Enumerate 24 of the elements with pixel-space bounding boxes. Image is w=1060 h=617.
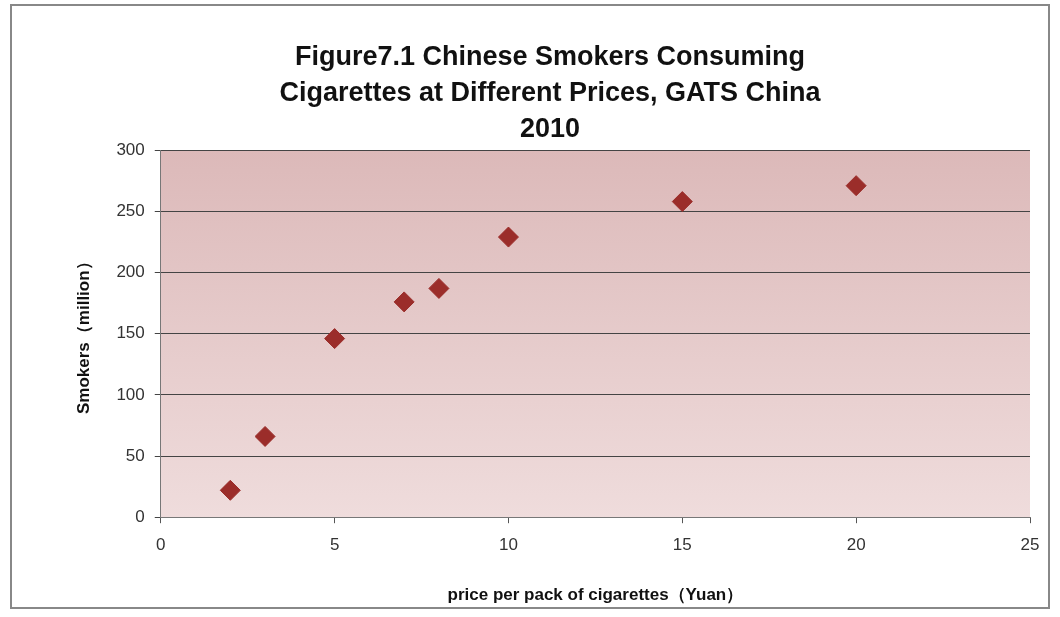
point (497, 226, 519, 248)
x-tick-label: 5 (329, 535, 340, 555)
y-tick-label: 50 (125, 445, 145, 465)
y-tick-label: 300 (116, 139, 145, 159)
y-tick-label: 150 (116, 323, 145, 343)
x-axis-title: price per pack of cigarettes（Yuan） (447, 585, 744, 605)
point (254, 425, 276, 447)
y-axis-title: Smokers（million） (73, 253, 93, 414)
x-tick-label: 0 (156, 535, 166, 555)
x-tick-label: 15 (672, 535, 692, 555)
y-tick-label: 250 (116, 201, 145, 221)
point (324, 328, 346, 350)
point (393, 291, 415, 313)
x-tick-label: 20 (846, 535, 866, 555)
point (428, 277, 450, 299)
point (219, 479, 241, 501)
point (845, 175, 867, 197)
y-tick-label: 0 (135, 506, 145, 526)
x-tick-label: 25 (1020, 535, 1040, 555)
y-tick-label: 100 (116, 384, 145, 404)
y-tick-label: 200 (116, 262, 145, 282)
chart-title: Figure7.1 Chinese Smokers Consuming Cigarettes at Different Prices, GATS China 2010 (278, 40, 822, 145)
x-tick-label: 10 (499, 535, 518, 555)
point (671, 191, 693, 213)
